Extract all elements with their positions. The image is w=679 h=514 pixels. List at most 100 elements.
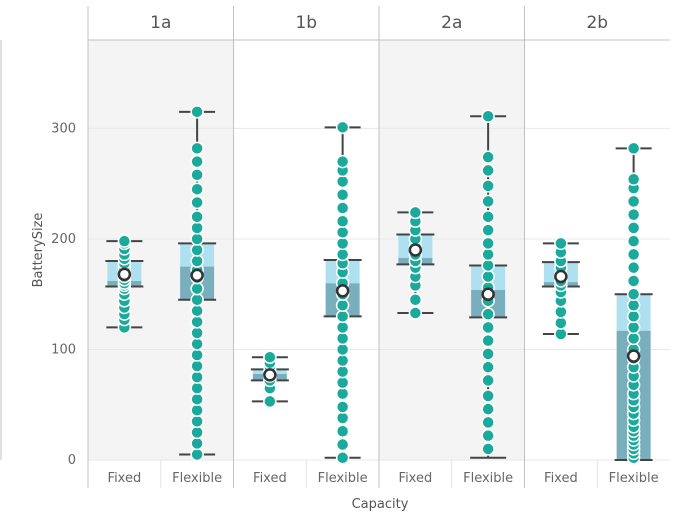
x-tick-label: Fixed xyxy=(108,471,142,486)
data-point xyxy=(190,221,204,235)
data-point xyxy=(335,174,350,189)
facet-label-1a: 1a xyxy=(150,13,171,33)
data-point xyxy=(335,225,350,240)
mean-marker xyxy=(626,349,641,363)
y-axis-ticks: 0 100 200 300 xyxy=(51,121,76,468)
x-tick-label: Flexible xyxy=(318,471,368,486)
data-point xyxy=(481,415,495,430)
data-point xyxy=(190,392,204,406)
data-point xyxy=(335,247,350,262)
x-tick-label: Fixed xyxy=(253,471,287,486)
panel-backgrounds xyxy=(88,40,525,460)
data-point xyxy=(481,428,495,443)
data-point xyxy=(481,347,495,361)
data-point xyxy=(481,247,495,262)
data-point xyxy=(190,195,204,210)
data-point xyxy=(481,150,495,164)
x-tick-label: Fixed xyxy=(399,471,433,486)
data-point xyxy=(626,309,641,324)
data-point xyxy=(335,309,350,324)
data-point xyxy=(481,389,495,403)
data-point xyxy=(626,274,641,288)
data-point xyxy=(190,254,204,268)
data-point xyxy=(335,411,350,425)
data-point xyxy=(335,353,350,368)
data-point xyxy=(481,210,495,224)
panel-dividers xyxy=(0,6,670,488)
data-point xyxy=(335,320,350,335)
data-point xyxy=(190,304,204,318)
data-point xyxy=(190,232,204,246)
data-point xyxy=(481,163,495,178)
data-point xyxy=(190,315,204,329)
x-tick-label: Flexible xyxy=(172,471,222,486)
data-point xyxy=(190,348,204,362)
data-point xyxy=(335,451,350,465)
data-point xyxy=(481,402,495,416)
data-point xyxy=(335,400,350,414)
data-point xyxy=(481,373,495,388)
data-point xyxy=(190,182,204,196)
y-tick-label: 200 xyxy=(51,232,76,247)
data-point xyxy=(190,292,204,307)
data-point xyxy=(626,320,641,335)
data-point xyxy=(335,386,350,401)
mean-marker xyxy=(335,284,350,298)
box-series xyxy=(105,105,653,465)
data-point xyxy=(481,194,495,209)
data-point xyxy=(626,194,641,209)
data-point xyxy=(626,331,641,346)
data-point xyxy=(190,243,204,257)
data-point xyxy=(190,326,204,340)
data-point xyxy=(481,269,495,284)
box-2a-flexible xyxy=(469,109,508,459)
data-point xyxy=(117,234,132,248)
data-point xyxy=(626,172,641,187)
data-point xyxy=(554,236,568,251)
data-point xyxy=(481,333,495,348)
data-point xyxy=(335,154,350,169)
data-point xyxy=(190,210,204,224)
data-point xyxy=(626,247,641,262)
data-point xyxy=(263,394,277,409)
data-point xyxy=(626,221,641,235)
x-axis-ticks: Fixed Flexible Fixed Flexible Fixed Flexible F… xyxy=(108,471,659,486)
data-point xyxy=(335,375,350,390)
data-point xyxy=(626,287,641,301)
data-point xyxy=(335,187,350,202)
data-point xyxy=(481,236,495,251)
data-point xyxy=(190,381,204,395)
data-point xyxy=(335,331,350,346)
box-1a-flexible xyxy=(178,105,217,462)
data-point xyxy=(481,109,495,124)
mean-marker xyxy=(481,287,495,301)
data-point xyxy=(335,201,350,215)
data-point xyxy=(626,298,641,313)
data-point xyxy=(481,442,495,456)
data-point xyxy=(335,364,350,379)
box-1a-fixed xyxy=(105,234,144,335)
data-point xyxy=(481,258,495,273)
data-point xyxy=(554,316,568,330)
data-point xyxy=(481,320,495,335)
data-point xyxy=(190,141,204,156)
data-point xyxy=(335,342,350,357)
data-point xyxy=(190,359,204,373)
data-point xyxy=(190,337,204,351)
mean-marker xyxy=(554,269,568,284)
data-point xyxy=(626,207,641,222)
mean-marker xyxy=(263,368,277,382)
box-1b-fixed xyxy=(250,350,289,409)
data-point xyxy=(190,370,204,384)
y-tick-label: 0 xyxy=(68,453,76,468)
data-point xyxy=(408,205,423,220)
mean-marker xyxy=(408,243,423,257)
mean-marker xyxy=(117,267,132,282)
data-point xyxy=(190,414,204,429)
y-axis-label: BatterySize xyxy=(31,213,46,288)
x-axis-label: Capacity xyxy=(352,497,409,512)
data-point xyxy=(335,214,350,229)
data-point xyxy=(190,154,204,169)
box-2b-fixed xyxy=(541,236,580,341)
